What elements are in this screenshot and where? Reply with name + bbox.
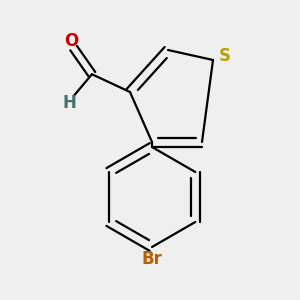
Text: H: H [63, 94, 77, 112]
Text: O: O [64, 32, 79, 50]
Text: S: S [219, 47, 231, 65]
Text: Br: Br [142, 250, 162, 268]
